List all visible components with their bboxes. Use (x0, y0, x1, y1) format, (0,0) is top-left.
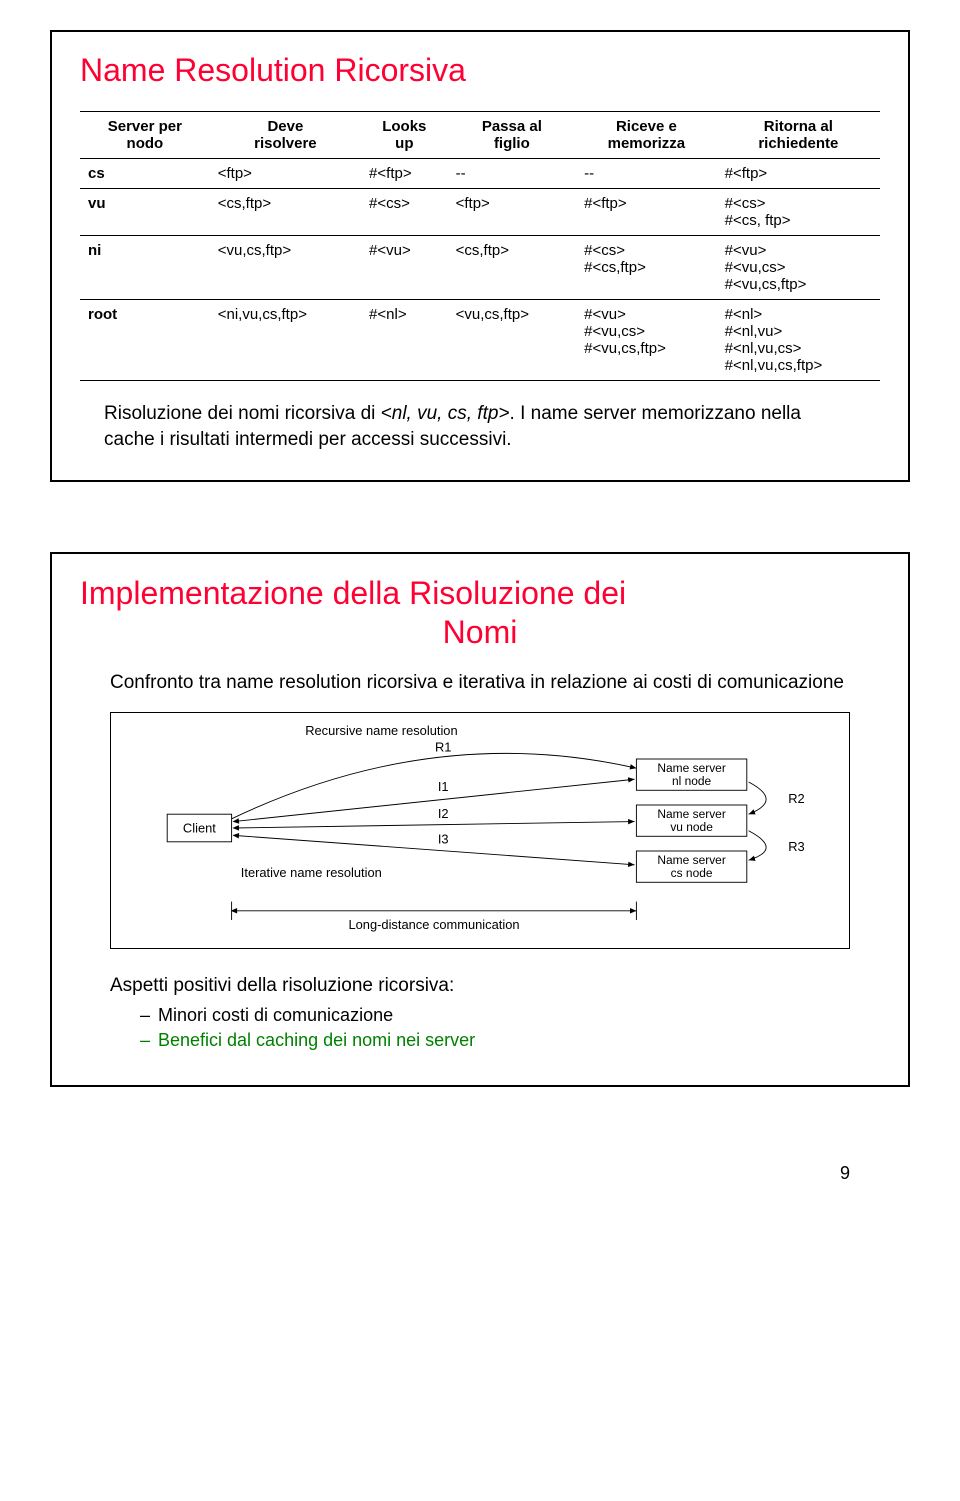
dns-th: Looksup (361, 112, 448, 159)
table-cell: <cs,ftp> (448, 236, 577, 300)
table-cell: ni (80, 236, 210, 300)
dns-th: Passa alfiglio (448, 112, 577, 159)
line-i3 (233, 835, 634, 864)
iterative-label: Iterative name resolution (241, 865, 382, 880)
bullet-item: Minori costi di comunicazione (140, 1003, 880, 1028)
panel-implementazione: Implementazione della Risoluzione dei No… (50, 552, 910, 1087)
panel2-title: Implementazione della Risoluzione dei No… (80, 574, 880, 651)
arc-r2 (749, 782, 766, 814)
bullet-list: Minori costi di comunicazioneBenefici da… (140, 1003, 880, 1053)
table-cell: <vu,cs,ftp> (210, 236, 361, 300)
i2-label: I2 (438, 806, 449, 821)
ns-cs-l2: cs node (671, 866, 713, 880)
table-row: cs<ftp>#<ftp>----#<ftp> (80, 159, 880, 189)
bullet-item: Benefici dal caching dei nomi nei server (140, 1028, 880, 1053)
r3-label: R3 (788, 839, 804, 854)
table-cell: #<cs>#<cs,ftp> (576, 236, 717, 300)
table-cell: #<ftp> (576, 189, 717, 236)
ns-cs-l1: Name server (657, 853, 725, 867)
table-row: vu<cs,ftp>#<cs><ftp>#<ftp>#<cs>#<cs, ftp… (80, 189, 880, 236)
line-i2 (233, 821, 634, 827)
table-cell: <ni,vu,cs,ftp> (210, 300, 361, 381)
panel2-title-line1: Implementazione della Risoluzione dei (80, 574, 880, 612)
line-i1 (233, 779, 634, 821)
resolution-diagram: Client Name server nl node Name server v… (110, 712, 850, 949)
table-cell: #<vu> (361, 236, 448, 300)
panel2-title-line2: Nomi (80, 613, 880, 651)
caption-italic: <nl, vu, cs, ftp> (381, 403, 510, 424)
ns-vu-l1: Name server (657, 807, 725, 821)
panel1-title: Name Resolution Ricorsiva (80, 52, 880, 89)
client-label: Client (183, 820, 216, 835)
caption-prefix: Risoluzione dei nomi ricorsiva di (104, 403, 375, 424)
table-cell: #<vu>#<vu,cs>#<vu,cs,ftp> (576, 300, 717, 381)
panel-name-resolution: Name Resolution Ricorsiva Server pernodo… (50, 30, 910, 482)
table-cell: #<cs> (361, 189, 448, 236)
table-cell: <cs,ftp> (210, 189, 361, 236)
table-cell: -- (448, 159, 577, 189)
longdist-label: Long-distance communication (348, 917, 519, 932)
table-cell: <vu,cs,ftp> (448, 300, 577, 381)
recursive-label: Recursive name resolution (305, 723, 457, 738)
table-cell: #<ftp> (361, 159, 448, 189)
diagram-svg: Client Name server nl node Name server v… (111, 713, 849, 943)
table-cell: <ftp> (210, 159, 361, 189)
page: Name Resolution Ricorsiva Server pernodo… (0, 0, 960, 1204)
table-row: ni<vu,cs,ftp>#<vu><cs,ftp>#<cs>#<cs,ftp>… (80, 236, 880, 300)
dns-th: Riceve ememorizza (576, 112, 717, 159)
r2-label: R2 (788, 791, 804, 806)
page-number: 9 (50, 1157, 910, 1184)
table-cell: root (80, 300, 210, 381)
i3-label: I3 (438, 831, 449, 846)
dns-th: Ritorna alrichiedente (717, 112, 880, 159)
panel1-caption: Risoluzione dei nomi ricorsiva di <nl, v… (104, 401, 856, 452)
table-cell: #<nl> (361, 300, 448, 381)
table-cell: -- (576, 159, 717, 189)
arc-r1 (232, 753, 637, 818)
table-cell: #<cs>#<cs, ftp> (717, 189, 880, 236)
i1-label: I1 (438, 779, 449, 794)
table-cell: #<ftp> (717, 159, 880, 189)
dns-th: Deverisolvere (210, 112, 361, 159)
dns-table: Server pernodoDeverisolvereLooksupPassa … (80, 111, 880, 381)
table-cell: #<vu>#<vu,cs>#<vu,cs,ftp> (717, 236, 880, 300)
table-cell: cs (80, 159, 210, 189)
ns-nl-l2: nl node (672, 774, 712, 788)
table-row: root<ni,vu,cs,ftp>#<nl><vu,cs,ftp>#<vu>#… (80, 300, 880, 381)
ns-nl-l1: Name server (657, 761, 725, 775)
aspect-heading: Aspetti positivi della risoluzione ricor… (110, 975, 880, 997)
arc-r3 (749, 831, 766, 860)
table-cell: #<nl>#<nl,vu>#<nl,vu,cs>#<nl,vu,cs,ftp> (717, 300, 880, 381)
dns-th: Server pernodo (80, 112, 210, 159)
dns-table-body: cs<ftp>#<ftp>----#<ftp>vu<cs,ftp>#<cs><f… (80, 159, 880, 381)
r1-label: R1 (435, 739, 451, 754)
ns-vu-l2: vu node (670, 820, 713, 834)
panel2-intro: Confronto tra name resolution ricorsiva … (110, 671, 880, 696)
table-cell: vu (80, 189, 210, 236)
table-cell: <ftp> (448, 189, 577, 236)
dns-table-head: Server pernodoDeverisolvereLooksupPassa … (80, 112, 880, 159)
